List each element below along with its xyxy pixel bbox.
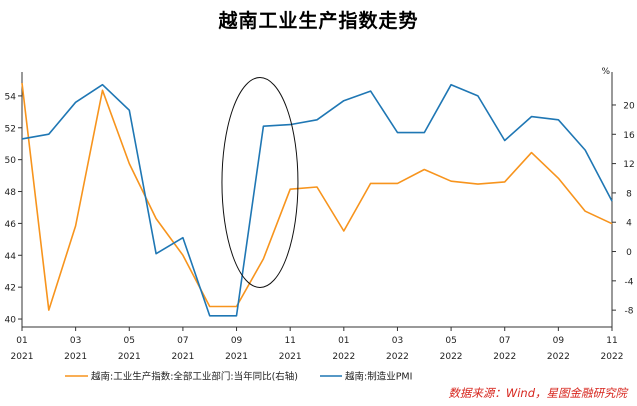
highlight-ellipse	[221, 77, 299, 288]
x-tick-month: 11	[284, 336, 295, 346]
x-tick-year: 2022	[547, 352, 570, 362]
right-tick-label: 0	[626, 248, 632, 258]
legend-label-ip: 越南:工业生产指数:全部工业部门:当年同比(右轴)	[91, 371, 298, 383]
chart-title: 越南工业生产指数走势	[218, 10, 419, 32]
left-tick-label: 44	[5, 252, 17, 262]
x-tick-month: 07	[499, 336, 510, 346]
x-tick-year: 2022	[386, 352, 409, 362]
x-tick-year: 2021	[118, 352, 141, 362]
right-tick-label: 16	[623, 131, 635, 141]
right-tick-label: -8	[625, 307, 634, 317]
right-tick-label: -4	[625, 277, 634, 287]
series-layer	[21, 82, 613, 317]
x-tick-month: 03	[70, 336, 81, 346]
left-tick-label: 40	[5, 316, 17, 326]
x-tick-month: 01	[338, 336, 349, 346]
source-note: 数据来源：Wind，星图金融研究院	[448, 386, 627, 400]
x-tick-year: 2022	[493, 352, 516, 362]
right-tick-label: 8	[626, 189, 632, 199]
x-tick-year: 2021	[171, 352, 194, 362]
annotation-layer	[221, 77, 299, 288]
x-tick-year: 2021	[225, 352, 248, 362]
axes: 4042444648505254-8-4048121620%0120210320…	[5, 67, 635, 362]
left-tick-label: 42	[5, 284, 16, 294]
legend-label-pmi: 越南:制造业PMI	[345, 371, 412, 383]
left-tick-label: 52	[5, 124, 16, 134]
right-axis-unit: %	[601, 67, 610, 77]
series-line-industrial-production	[21, 82, 613, 311]
x-tick-month: 11	[606, 336, 617, 346]
x-tick-year: 2022	[332, 352, 355, 362]
left-tick-label: 50	[5, 156, 17, 166]
right-tick-label: 12	[623, 160, 634, 170]
legend: 越南:工业生产指数:全部工业部门:当年同比(右轴) 越南:制造业PMI	[65, 371, 412, 383]
x-tick-year: 2022	[440, 352, 463, 362]
right-tick-label: 20	[623, 101, 635, 111]
x-tick-month: 03	[392, 336, 403, 346]
x-tick-month: 05	[124, 336, 135, 346]
x-tick-month: 09	[231, 336, 243, 346]
left-tick-label: 48	[5, 188, 17, 198]
left-tick-label: 46	[5, 220, 17, 230]
right-tick-label: 4	[626, 219, 632, 229]
x-tick-month: 05	[445, 336, 456, 346]
x-tick-year: 2021	[11, 352, 34, 362]
x-tick-year: 2021	[279, 352, 302, 362]
series-line-pmi	[21, 83, 613, 317]
x-tick-month: 07	[177, 336, 188, 346]
x-tick-month: 01	[16, 336, 27, 346]
x-tick-month: 09	[553, 336, 565, 346]
left-tick-label: 54	[5, 92, 17, 102]
x-tick-year: 2022	[601, 352, 624, 362]
x-tick-year: 2021	[64, 352, 87, 362]
